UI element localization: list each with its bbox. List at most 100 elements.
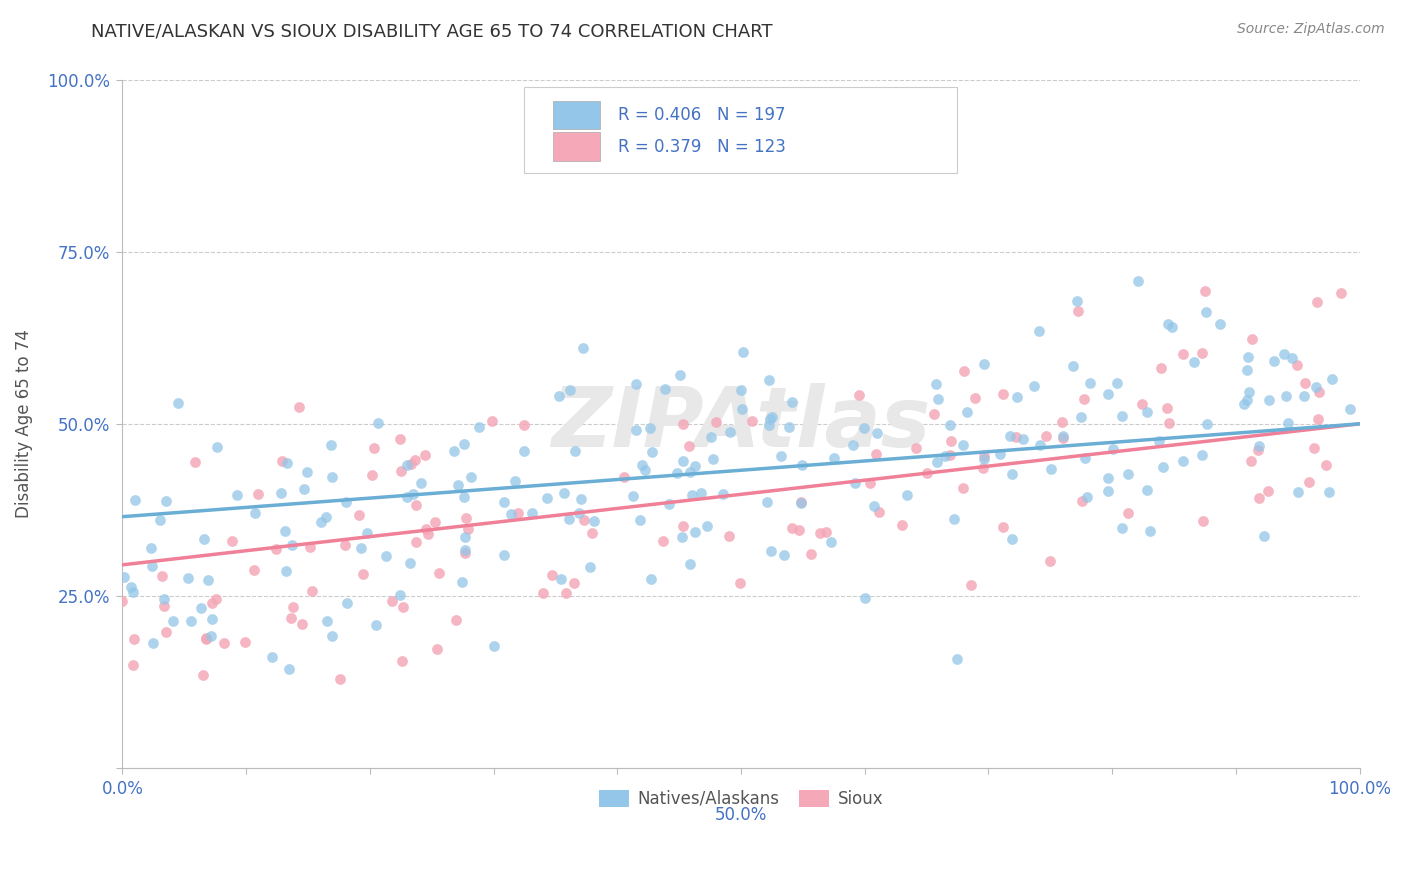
Point	[572, 341, 595, 355]
Point	[281, 600, 304, 615]
Point	[1157, 317, 1180, 331]
Point	[988, 447, 1011, 461]
Point	[1272, 347, 1295, 361]
Point	[1191, 448, 1213, 462]
Point	[1111, 409, 1133, 423]
Point	[506, 506, 529, 520]
Point	[654, 382, 676, 396]
Point	[1024, 379, 1046, 393]
Point	[863, 499, 886, 513]
Point	[180, 615, 202, 629]
Point	[972, 460, 994, 475]
Point	[190, 601, 212, 615]
Point	[1105, 376, 1128, 390]
Point	[197, 573, 219, 587]
Point	[1236, 363, 1258, 377]
Point	[973, 452, 995, 467]
Point	[1001, 532, 1024, 546]
Point	[453, 542, 475, 557]
Point	[363, 441, 385, 455]
Point	[1076, 490, 1098, 504]
Point	[702, 452, 724, 467]
Point	[557, 512, 579, 526]
Point	[782, 521, 804, 535]
Point	[335, 494, 357, 508]
Point	[1097, 483, 1119, 498]
Text: 50.0%: 50.0%	[714, 805, 768, 823]
Point	[634, 463, 657, 477]
Point	[1294, 389, 1316, 403]
Text: Source: ZipAtlas.com: Source: ZipAtlas.com	[1237, 22, 1385, 37]
Point	[669, 368, 692, 382]
Point	[1247, 439, 1270, 453]
Point	[191, 668, 214, 682]
Point	[415, 522, 437, 536]
Point	[200, 629, 222, 643]
Point	[848, 387, 870, 401]
Point	[1028, 324, 1050, 338]
Point	[640, 445, 662, 459]
Point	[679, 465, 702, 479]
Point	[1052, 431, 1074, 445]
Legend: Natives/Alaskans, Sioux: Natives/Alaskans, Sioux	[592, 783, 890, 814]
Point	[482, 639, 505, 653]
Point	[1330, 285, 1353, 300]
Point	[998, 429, 1021, 443]
Point	[624, 377, 647, 392]
Point	[142, 636, 165, 650]
Point	[683, 525, 706, 540]
Point	[579, 560, 602, 574]
Point	[759, 411, 782, 425]
Point	[658, 497, 681, 511]
Point	[1298, 475, 1320, 490]
Point	[273, 524, 295, 538]
Point	[319, 438, 342, 452]
Point	[672, 519, 695, 533]
Point	[1066, 293, 1088, 308]
Point	[122, 657, 145, 672]
Point	[558, 383, 581, 397]
Point	[391, 599, 413, 614]
Point	[375, 549, 398, 563]
Point	[541, 567, 564, 582]
Point	[153, 592, 176, 607]
Point	[792, 458, 814, 473]
Point	[536, 491, 558, 505]
Point	[315, 509, 337, 524]
Point	[195, 632, 218, 646]
Point	[733, 344, 755, 359]
Point	[631, 458, 654, 472]
Point	[1306, 412, 1329, 426]
Point	[1070, 410, 1092, 425]
Point	[790, 496, 813, 510]
Point	[1191, 346, 1213, 360]
Point	[1074, 450, 1097, 465]
Point	[853, 421, 876, 435]
Point	[1012, 432, 1035, 446]
Point	[1052, 416, 1074, 430]
Point	[1097, 471, 1119, 485]
Point	[761, 410, 783, 425]
Point	[453, 436, 475, 450]
Point	[336, 596, 359, 610]
Point	[755, 494, 778, 508]
Point	[494, 495, 516, 509]
Point	[638, 421, 661, 435]
Point	[960, 577, 983, 591]
Point	[139, 541, 162, 555]
Point	[787, 523, 810, 537]
Point	[1078, 376, 1101, 390]
Point	[1067, 304, 1090, 318]
Point	[402, 487, 425, 501]
Point	[671, 454, 693, 468]
Point	[553, 486, 575, 500]
Point	[309, 515, 332, 529]
Point	[690, 486, 713, 500]
Point	[426, 642, 449, 657]
Point	[149, 513, 172, 527]
Point	[457, 522, 479, 536]
Point	[652, 533, 675, 548]
Point	[915, 467, 938, 481]
Point	[399, 556, 422, 570]
Point	[1253, 529, 1275, 543]
